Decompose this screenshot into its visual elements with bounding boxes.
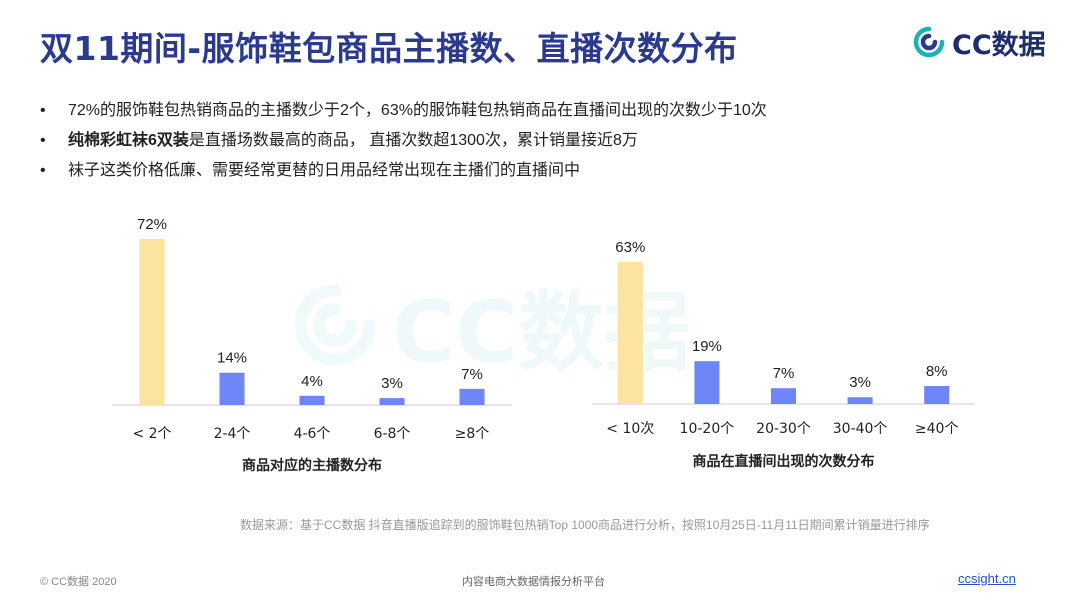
data-label: 8% (926, 363, 948, 380)
page-title: 双11期间-服饰鞋包商品主播数、直播次数分布 (40, 29, 738, 68)
data-label: 19% (692, 338, 722, 355)
data-label: 3% (849, 374, 871, 391)
footer-platform: 内容电商大数据情报分析平台 (462, 576, 605, 588)
data-label: 4% (301, 373, 323, 390)
category-label: < 2个 (132, 426, 171, 442)
bar (847, 397, 873, 404)
brand-logo: CC数据 (912, 24, 1046, 61)
category-label: 20-30个 (756, 421, 811, 437)
logo-text: CC数据 (952, 29, 1046, 61)
bullet-list: 72%的服饰鞋包热销商品的主播数少于2个，63%的服饰鞋包热销商品在直播间出现的… (40, 96, 767, 186)
chart-title: 商品对应的主播数分布 (242, 457, 382, 474)
data-source-note: 数据来源：基于CC数据 抖音直播版追踪到的服饰鞋包热销Top 1000商品进行分… (240, 518, 930, 532)
bar (771, 388, 796, 404)
bar (139, 239, 165, 405)
data-label: 14% (217, 350, 247, 367)
footer-copyright: © CC数据 2020 (40, 576, 117, 588)
category-label: 10-20个 (680, 421, 735, 437)
bullet-item: 袜子这类价格低廉、需要经常更替的日用品经常出现在主播们的直播间中 (40, 156, 767, 186)
category-label: 2-4个 (214, 426, 251, 442)
cc-logo-icon (913, 26, 945, 58)
bar (617, 262, 643, 404)
category-label: 4-6个 (294, 426, 331, 442)
data-label: 3% (381, 375, 403, 392)
data-label: 72% (137, 216, 167, 233)
category-label: ≥8个 (455, 426, 490, 442)
data-label: 7% (461, 366, 483, 383)
data-label: 63% (615, 239, 645, 256)
bullet-item: 72%的服饰鞋包热销商品的主播数少于2个，63%的服饰鞋包热销商品在直播间出现的… (40, 96, 767, 126)
category-label: 6-8个 (374, 426, 411, 442)
bar (299, 395, 325, 405)
bar (379, 398, 405, 405)
bar (924, 385, 950, 404)
footer-link[interactable]: ccsight.cn (958, 571, 1016, 586)
bar (219, 372, 245, 405)
category-label: < 10次 (606, 421, 654, 437)
category-label: 30-40个 (833, 421, 888, 437)
data-label: 7% (773, 365, 795, 382)
chart-title: 商品在直播间出现的次数分布 (693, 453, 875, 470)
bullet-item: 纯棉彩虹袜6双装是直播场数最高的商品， 直播次数超1300次，累计销量接近8万 (40, 126, 767, 156)
bar (459, 388, 485, 405)
bar (694, 361, 720, 404)
category-label: ≥40个 (915, 421, 959, 437)
